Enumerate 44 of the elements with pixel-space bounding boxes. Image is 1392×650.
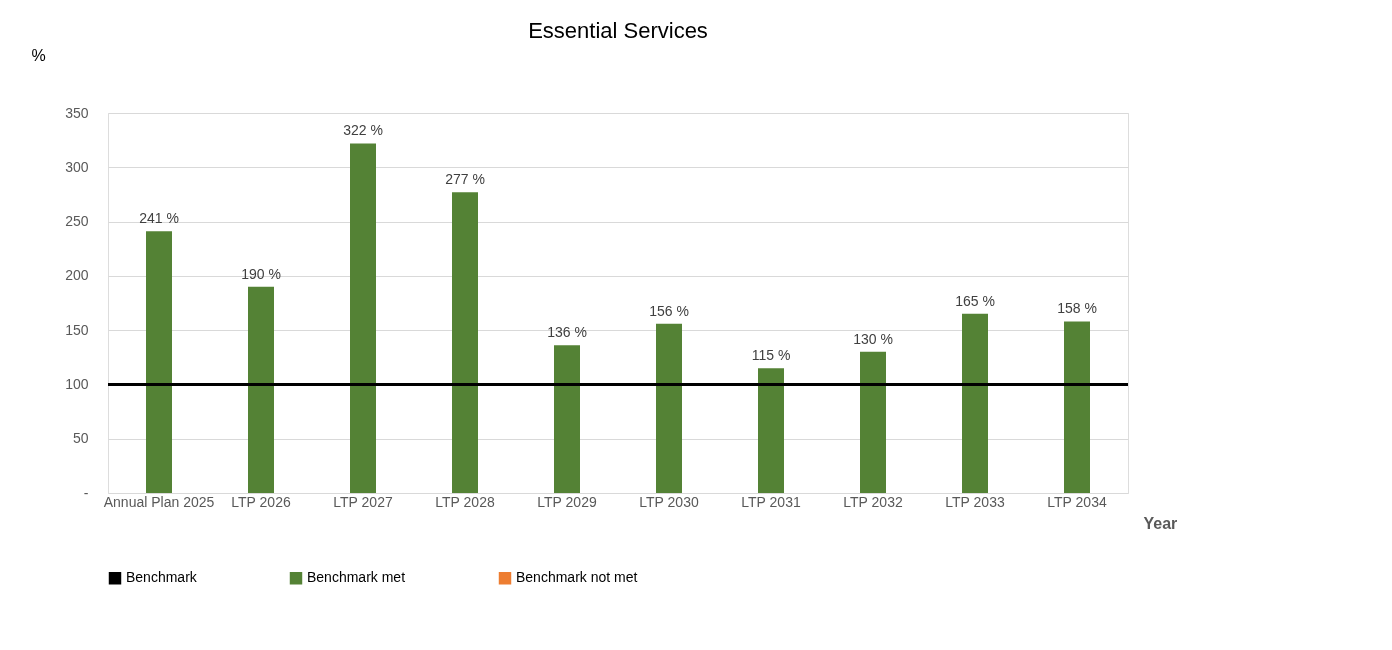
y-tick-label: 50	[72, 430, 89, 447]
y-tick-label: 150	[65, 321, 89, 338]
x-tick-label: LTP 2027	[333, 493, 393, 510]
legend-label: Benchmark met	[307, 569, 406, 586]
legend-label: Benchmark not met	[516, 569, 638, 586]
data-label: 156 %	[649, 302, 689, 319]
y-tick-label: 250	[65, 213, 89, 230]
x-tick-label: Annual Plan 2025	[103, 493, 215, 510]
y-tick-label: 300	[65, 158, 89, 175]
data-label: 277 %	[445, 171, 485, 188]
x-tick-label: LTP 2032	[843, 493, 903, 510]
data-label: 136 %	[547, 324, 587, 341]
y-tick-label: 200	[65, 267, 89, 284]
data-label: 322 %	[343, 122, 383, 139]
data-label: 190 %	[241, 265, 281, 282]
y-tick-label: 100	[65, 375, 89, 392]
bar	[860, 351, 886, 493]
x-tick-label: LTP 2034	[1047, 493, 1107, 510]
chart-title: Essential Services	[528, 18, 708, 43]
data-label: 115 %	[751, 347, 791, 364]
x-tick-label: LTP 2030	[639, 493, 699, 510]
bar	[146, 231, 172, 493]
x-tick-label: LTP 2029	[537, 493, 597, 510]
data-label: 158 %	[1057, 300, 1097, 317]
bar	[656, 323, 682, 493]
x-tick-label: LTP 2026	[231, 493, 291, 510]
data-label: 130 %	[853, 330, 893, 347]
bar	[962, 313, 988, 493]
bar	[452, 192, 478, 493]
x-axis-title: Year	[1143, 514, 1178, 532]
data-label: 241 %	[139, 210, 179, 227]
x-tick-label: LTP 2031	[741, 493, 801, 510]
bar	[758, 368, 784, 493]
bar	[350, 143, 376, 493]
y-tick-label: 350	[65, 104, 89, 121]
y-axis-title: %	[31, 46, 46, 64]
bar	[554, 345, 580, 493]
y-tick-label: -	[83, 484, 89, 501]
data-label: 165 %	[955, 292, 995, 309]
x-tick-label: LTP 2028	[435, 493, 495, 510]
x-tick-label: LTP 2033	[945, 493, 1005, 510]
bar	[1064, 321, 1090, 493]
legend-label: Benchmark	[126, 569, 198, 586]
bar	[248, 286, 274, 493]
